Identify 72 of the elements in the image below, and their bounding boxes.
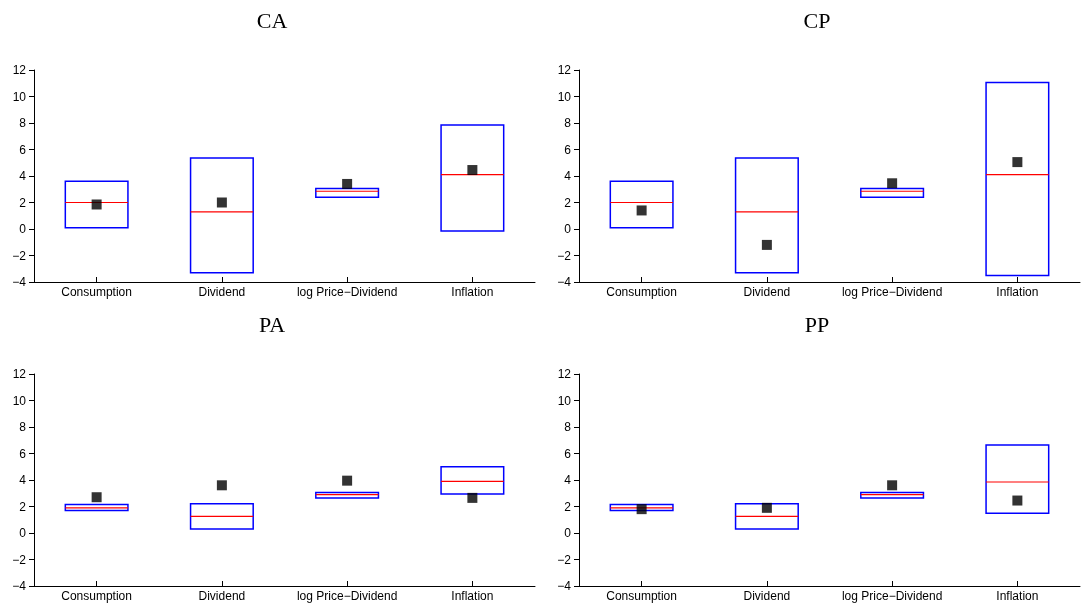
y-tick-label: 0 [564, 526, 572, 540]
y-tick-label: 2 [19, 499, 27, 514]
y-tick-label: 12 [12, 367, 27, 381]
point [216, 197, 227, 208]
x-tick-label: log Price−Dividend [296, 589, 398, 603]
y-tick-label: 8 [564, 116, 572, 130]
point [761, 239, 772, 250]
point [342, 475, 353, 486]
y-tick-label: 4 [19, 473, 27, 487]
y-tick-label: 10 [557, 393, 572, 408]
x-tick-label: Consumption [606, 285, 677, 299]
chart-title: CP [803, 7, 831, 33]
y-tick-label: 2 [564, 195, 572, 210]
x-tick-label: Dividend [198, 285, 246, 299]
y-tick-label: −4 [12, 579, 27, 593]
point [761, 502, 772, 513]
y-tick-label: −2 [12, 248, 27, 263]
y-tick-label: 10 [12, 89, 27, 104]
y-tick-label: 8 [19, 116, 27, 130]
chart-title: CA [256, 7, 288, 33]
y-tick-label: 12 [12, 63, 27, 77]
x-tick-label: Dividend [743, 589, 791, 603]
chart-title: PP [804, 311, 830, 337]
point [887, 480, 898, 491]
x-tick-label: Inflation [451, 589, 494, 603]
y-tick-label: 2 [19, 195, 27, 210]
y-tick-label: −2 [557, 552, 572, 567]
y-tick-label: 0 [19, 526, 27, 540]
x-tick-label: log Price−Dividend [841, 589, 943, 603]
x-tick-label: Consumption [606, 589, 677, 603]
y-tick-label: 6 [564, 446, 572, 461]
y-tick-label: 4 [564, 473, 572, 487]
y-tick-label: 0 [564, 222, 572, 236]
point [636, 504, 647, 515]
x-tick-label: Inflation [996, 285, 1039, 299]
y-tick-label: 8 [564, 420, 572, 434]
y-tick-label: 10 [557, 89, 572, 104]
point [636, 205, 647, 216]
point [91, 199, 102, 210]
point [467, 492, 478, 503]
y-tick-label: 4 [564, 169, 572, 183]
y-tick-label: 12 [557, 63, 572, 77]
y-tick-label: 10 [12, 393, 27, 408]
point [887, 178, 898, 189]
y-tick-label: −4 [12, 275, 27, 289]
x-tick-label: Consumption [61, 589, 132, 603]
y-tick-label: 2 [564, 499, 572, 514]
y-tick-label: −2 [12, 552, 27, 567]
x-tick-label: Dividend [198, 589, 246, 603]
y-tick-label: 4 [19, 169, 27, 183]
y-tick-label: 8 [19, 420, 27, 434]
y-tick-label: 0 [19, 222, 27, 236]
point [216, 480, 227, 491]
y-tick-label: 6 [564, 142, 572, 157]
x-tick-label: Dividend [743, 285, 791, 299]
y-tick-label: −2 [557, 248, 572, 263]
y-tick-label: 12 [557, 367, 572, 381]
point [1012, 495, 1023, 506]
y-tick-label: −4 [557, 579, 572, 593]
point [1012, 157, 1023, 168]
x-tick-label: log Price−Dividend [296, 285, 398, 299]
y-tick-label: 6 [19, 446, 27, 461]
point [91, 492, 102, 503]
y-tick-label: −4 [557, 275, 572, 289]
point [467, 165, 478, 176]
y-tick-label: 6 [19, 142, 27, 157]
point [342, 178, 353, 189]
chart-title: PA [258, 311, 286, 337]
x-tick-label: log Price−Dividend [841, 285, 943, 299]
x-tick-label: Inflation [451, 285, 494, 299]
x-tick-label: Consumption [61, 285, 132, 299]
x-tick-label: Inflation [996, 589, 1039, 603]
